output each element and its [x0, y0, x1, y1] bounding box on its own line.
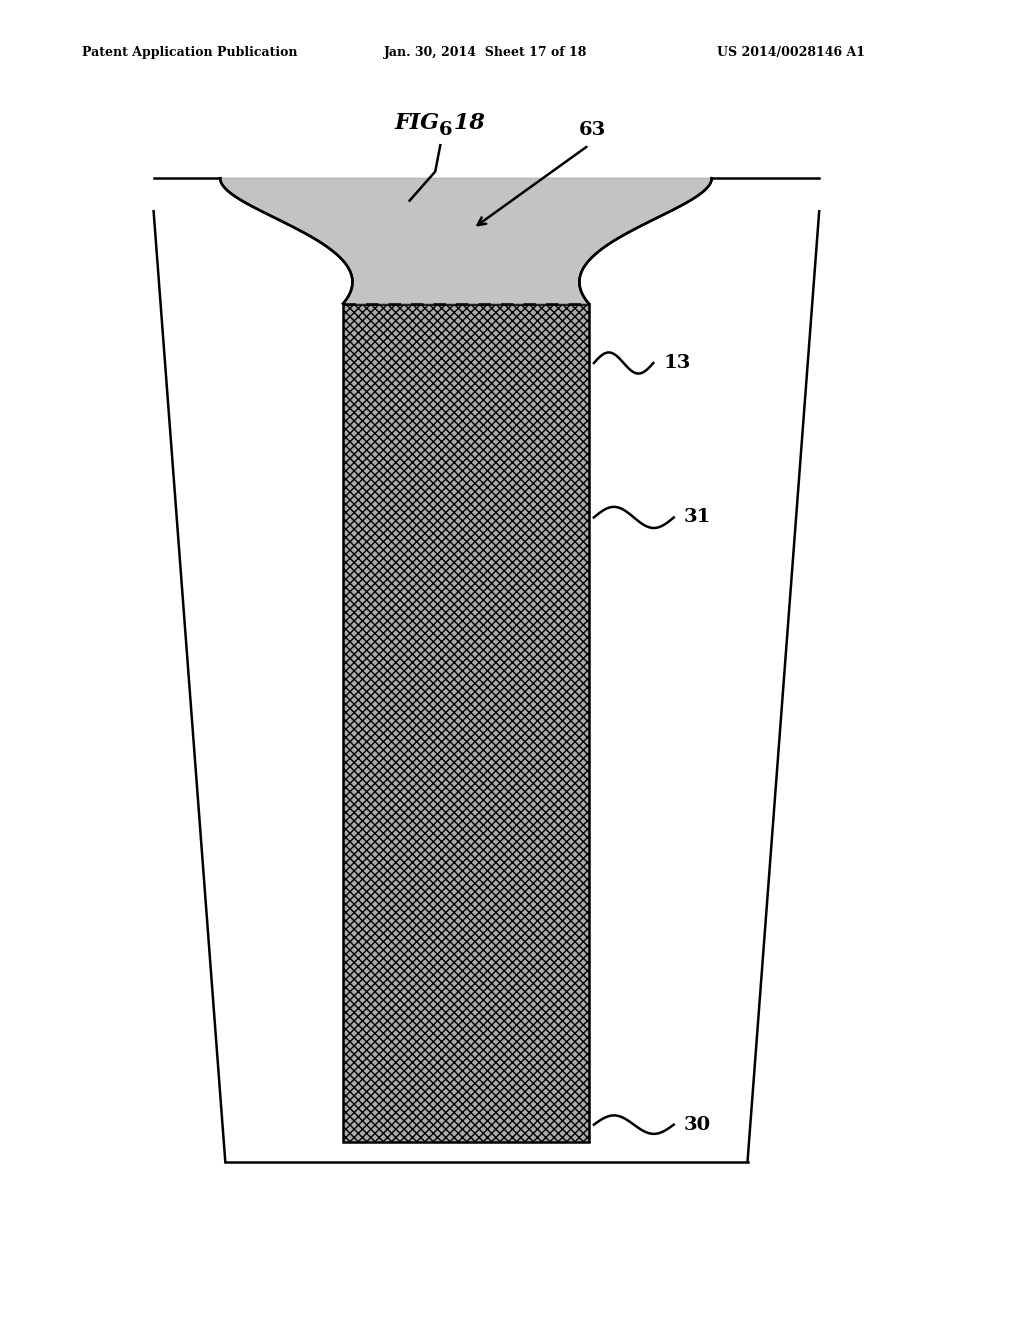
Bar: [343, 304, 589, 1142]
Polygon shape: [220, 178, 712, 304]
Text: Jan. 30, 2014  Sheet 17 of 18: Jan. 30, 2014 Sheet 17 of 18: [384, 46, 588, 59]
Text: 63: 63: [579, 120, 606, 139]
Text: FIG. 18: FIG. 18: [395, 112, 485, 135]
Text: 31: 31: [684, 508, 712, 527]
Text: 13: 13: [664, 354, 691, 372]
Text: Patent Application Publication: Patent Application Publication: [82, 46, 297, 59]
Text: 30: 30: [684, 1115, 711, 1134]
Text: 6: 6: [438, 120, 453, 139]
Text: US 2014/0028146 A1: US 2014/0028146 A1: [717, 46, 865, 59]
